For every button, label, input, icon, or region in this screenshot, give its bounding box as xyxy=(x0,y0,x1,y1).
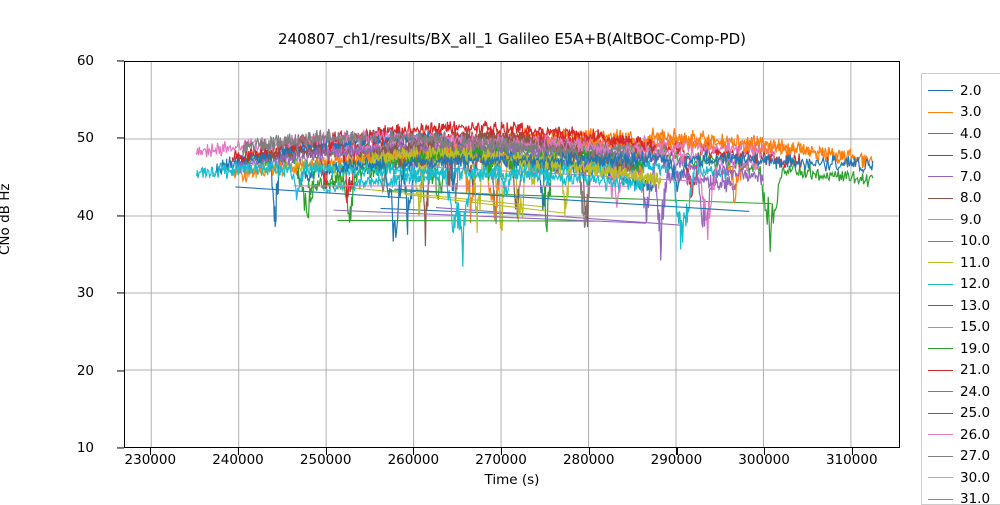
legend-item-label: 19.0 xyxy=(960,341,990,357)
x-axis-label: Time (s) xyxy=(124,472,900,488)
legend-item[interactable]: 10.0 xyxy=(922,231,1000,253)
legend-color-swatch xyxy=(928,370,953,371)
legend-item[interactable]: 8.0 xyxy=(922,188,1000,210)
x-tick-mark xyxy=(764,448,765,455)
y-tick-mark xyxy=(117,138,124,139)
data-series-interpolation-segment xyxy=(337,220,594,221)
x-tick-mark xyxy=(589,448,590,455)
legend-item[interactable]: 27.0 xyxy=(922,446,1000,468)
legend-item-label: 11.0 xyxy=(960,255,990,271)
legend-color-swatch xyxy=(928,391,953,392)
legend-item-label: 15.0 xyxy=(960,319,990,335)
legend-item-label: 27.0 xyxy=(960,448,990,464)
chart-title: 240807_ch1/results/BX_all_1 Galileo E5A+… xyxy=(124,30,900,48)
legend-item-label: 7.0 xyxy=(960,169,981,185)
x-tick-mark xyxy=(150,448,151,455)
legend-item-label: 30.0 xyxy=(960,470,990,486)
y-axis-label: CNo dB Hz xyxy=(0,184,13,255)
legend-item[interactable]: 7.0 xyxy=(922,166,1000,188)
x-tick-mark xyxy=(413,448,414,455)
legend-color-swatch xyxy=(928,434,953,435)
legend-item[interactable]: 25.0 xyxy=(922,403,1000,425)
legend-item-label: 5.0 xyxy=(960,147,981,163)
y-tick-mark xyxy=(117,370,124,371)
legend-item-label: 13.0 xyxy=(960,298,990,314)
legend-item[interactable]: 11.0 xyxy=(922,252,1000,274)
y-tick-label: 50 xyxy=(77,130,94,146)
legend-item[interactable]: 4.0 xyxy=(922,123,1000,145)
legend-color-swatch xyxy=(928,198,953,199)
legend-item[interactable]: 21.0 xyxy=(922,360,1000,382)
legend[interactable]: 2.0 3.0 4.0 5.0 7.0 8.0 9.0 10.0 11.0 12.0 13.0 15.… xyxy=(921,73,1000,505)
legend-item[interactable]: 24.0 xyxy=(922,381,1000,403)
legend-color-swatch xyxy=(928,241,953,242)
legend-item-label: 9.0 xyxy=(960,212,981,228)
x-tick-mark xyxy=(676,448,677,455)
legend-color-swatch xyxy=(928,262,953,263)
legend-item-label: 24.0 xyxy=(960,384,990,400)
y-tick-label: 40 xyxy=(77,208,94,224)
y-tick-label: 20 xyxy=(77,363,94,379)
data-series-layer xyxy=(125,62,899,447)
y-tick-label: 30 xyxy=(77,285,94,301)
legend-item-label: 10.0 xyxy=(960,233,990,249)
legend-item[interactable]: 26.0 xyxy=(922,424,1000,446)
legend-item[interactable]: 5.0 xyxy=(922,145,1000,167)
x-tick-mark xyxy=(501,448,502,455)
y-tick-mark xyxy=(117,60,124,61)
data-series-interpolation-segment xyxy=(235,187,406,198)
legend-item[interactable]: 13.0 xyxy=(922,295,1000,317)
y-tick-mark xyxy=(117,447,124,448)
legend-color-swatch xyxy=(928,305,953,306)
y-tick-mark xyxy=(117,293,124,294)
y-tick-mark xyxy=(117,215,124,216)
legend-item-label: 21.0 xyxy=(960,362,990,378)
legend-item[interactable]: 15.0 xyxy=(922,317,1000,339)
legend-color-swatch xyxy=(928,348,953,349)
legend-item[interactable]: 31.0 xyxy=(922,489,1000,505)
legend-color-swatch xyxy=(928,456,953,457)
legend-item[interactable]: 12.0 xyxy=(922,274,1000,296)
legend-color-swatch xyxy=(928,284,953,285)
plot-area xyxy=(124,61,900,448)
legend-item-label: 25.0 xyxy=(960,405,990,421)
legend-color-swatch xyxy=(928,413,953,414)
legend-color-swatch xyxy=(928,327,953,328)
legend-color-swatch xyxy=(928,90,953,91)
x-tick-mark xyxy=(326,448,327,455)
y-tick-label: 10 xyxy=(77,440,94,456)
legend-item-label: 3.0 xyxy=(960,104,981,120)
legend-color-swatch xyxy=(928,176,953,177)
y-tick-label: 60 xyxy=(77,53,94,69)
legend-color-swatch xyxy=(928,133,953,134)
legend-item[interactable]: 2.0 xyxy=(922,80,1000,102)
legend-color-swatch xyxy=(928,477,953,478)
legend-color-swatch xyxy=(928,155,953,156)
x-tick-mark xyxy=(238,448,239,455)
legend-item-label: 31.0 xyxy=(960,491,990,505)
legend-item[interactable]: 19.0 xyxy=(922,338,1000,360)
x-tick-mark xyxy=(852,448,853,455)
legend-color-swatch xyxy=(928,112,953,113)
legend-item-label: 8.0 xyxy=(960,190,981,206)
legend-item-label: 12.0 xyxy=(960,276,990,292)
legend-item[interactable]: 3.0 xyxy=(922,102,1000,124)
legend-item-label: 2.0 xyxy=(960,83,981,99)
legend-item[interactable]: 9.0 xyxy=(922,209,1000,231)
legend-color-swatch xyxy=(928,219,953,220)
legend-item-label: 4.0 xyxy=(960,126,981,142)
legend-item[interactable]: 30.0 xyxy=(922,467,1000,489)
legend-item-label: 26.0 xyxy=(960,427,990,443)
